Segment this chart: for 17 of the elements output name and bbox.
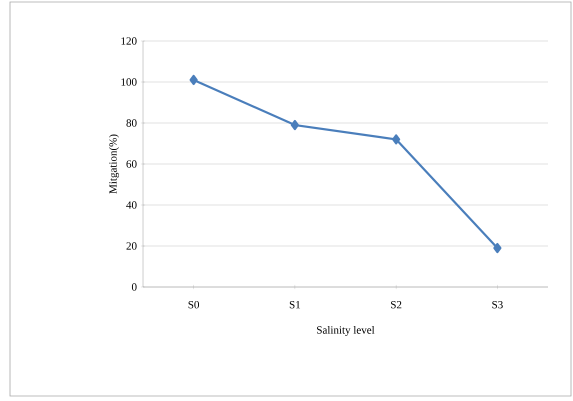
point <box>290 120 299 130</box>
y-tick-label: 40 <box>126 201 137 209</box>
y-tick-label: 120 <box>121 37 137 45</box>
x-axis-title: Salinity level <box>317 326 374 336</box>
x-tick-label: S3 <box>492 300 503 308</box>
y-tick-label: 80 <box>126 119 137 127</box>
x-tick-label: S2 <box>391 300 402 308</box>
y-tick-label: 60 <box>126 160 137 168</box>
x-tick-label: S1 <box>290 300 300 308</box>
y-axis-title: Mitgation(%) <box>108 134 119 194</box>
point <box>392 134 400 144</box>
point <box>190 74 198 86</box>
point <box>493 242 502 254</box>
y-tick-label: 100 <box>121 78 137 86</box>
x-tick-label: S0 <box>188 300 200 308</box>
y-tick-label: 0 <box>132 283 137 291</box>
y-tick-label: 20 <box>126 242 137 250</box>
